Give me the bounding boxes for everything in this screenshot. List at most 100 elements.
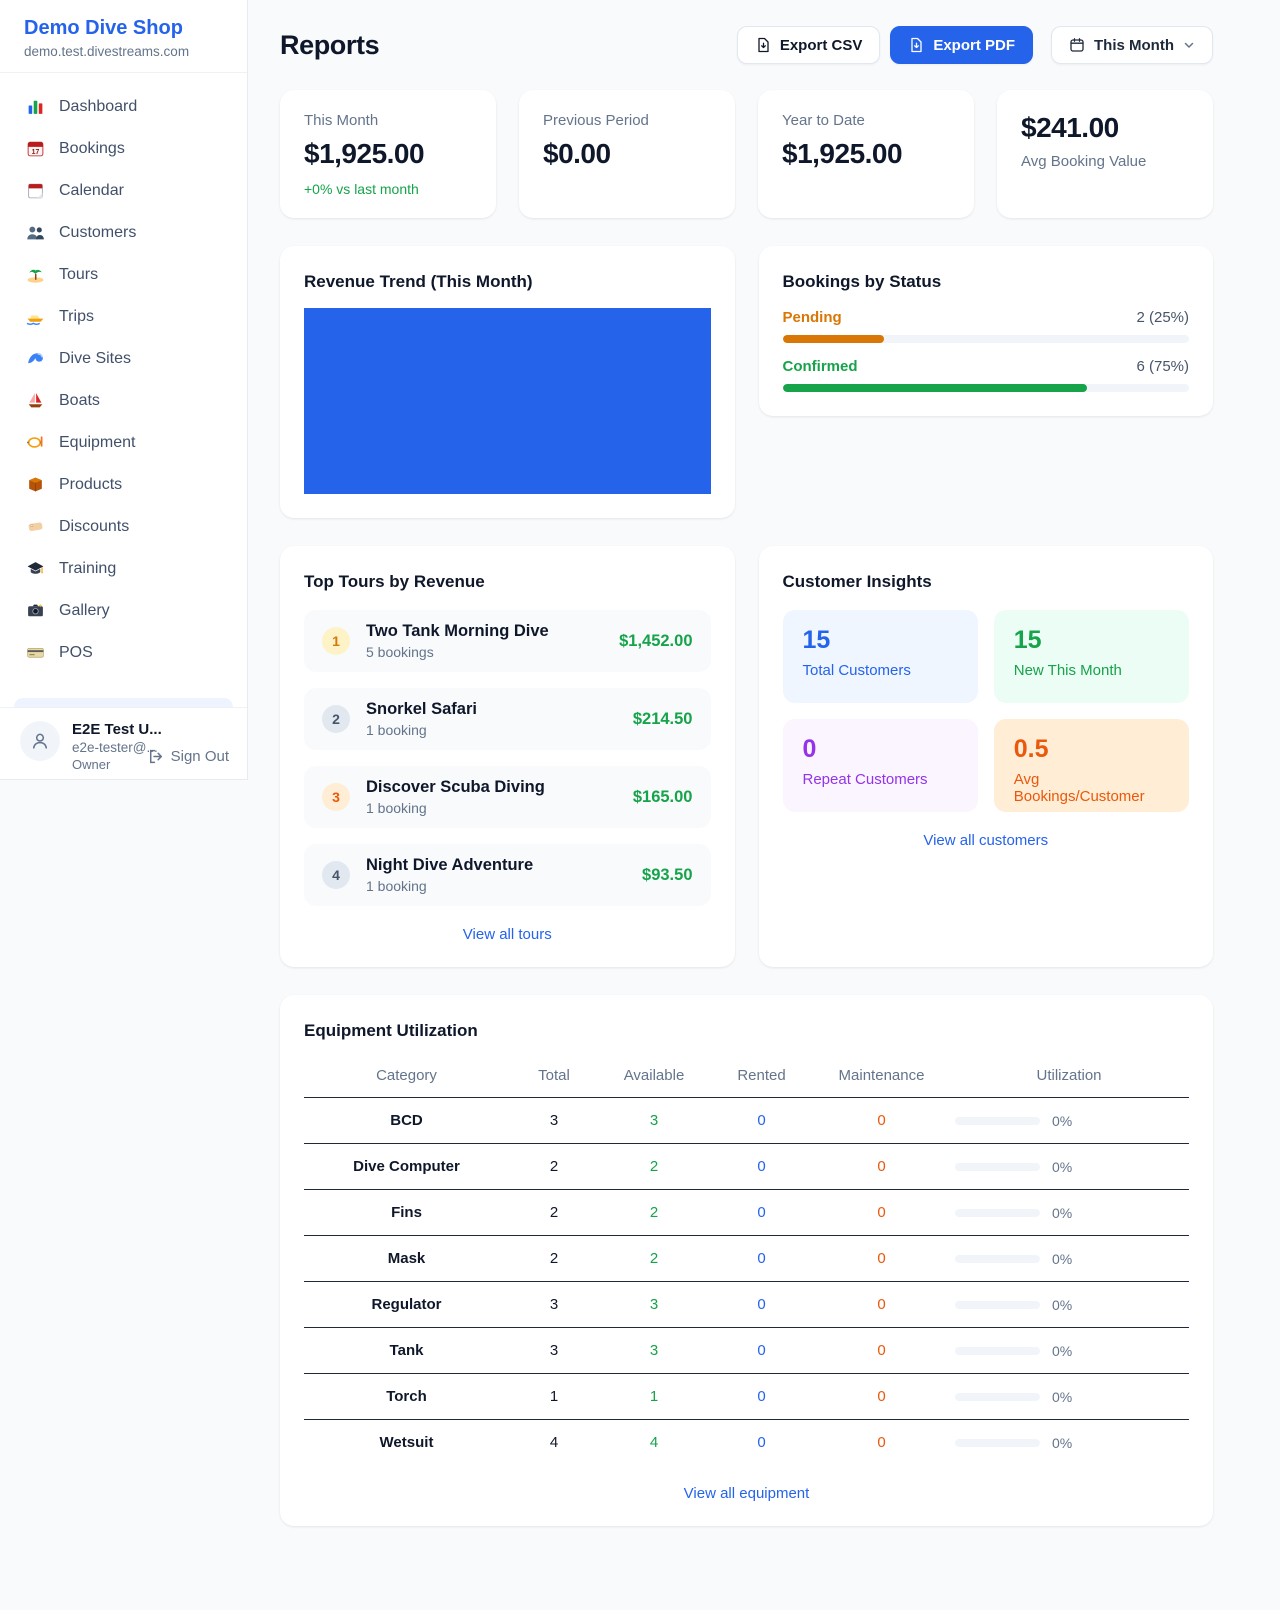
equipment-rented: 0	[709, 1373, 814, 1420]
calendar-outline-icon	[1070, 38, 1084, 52]
sidebar-nav: Dashboard 17 Bookings Calendar Customers Tour…	[0, 73, 247, 707]
revenue-trend-chart	[304, 308, 711, 494]
insight-tile-total-customers: 15 Total Customers	[782, 610, 978, 703]
export-pdf-button[interactable]: Export PDF	[890, 26, 1034, 64]
tour-row[interactable]: 2 Snorkel Safari 1 booking $214.50	[304, 688, 711, 750]
sidebar-item-customers[interactable]: Customers	[12, 215, 235, 250]
column-header: Total	[509, 1057, 599, 1098]
table-row: Regulator 3 3 0 0 0%	[304, 1281, 1189, 1328]
sidebar-item-active-peek[interactable]	[14, 698, 233, 707]
equipment-utilization: 0%	[949, 1235, 1189, 1282]
revenue-trend-card: Revenue Trend (This Month)	[280, 246, 735, 518]
app: Demo Dive Shop demo.test.divestreams.com…	[0, 0, 1213, 1502]
stat-label: Avg Booking Value	[1021, 153, 1147, 170]
stat-card-this-month: This Month $1,925.00 +0% vs last month	[280, 90, 496, 218]
table-row: Fins 2 2 0 0 0%	[304, 1189, 1189, 1236]
insight-tiles: 15 Total Customers 15 New This Month 0 Repeat…	[782, 610, 1189, 812]
utilization-percent: 0%	[1052, 1112, 1073, 1129]
training-icon	[26, 559, 45, 578]
view-all-tours-link[interactable]: View all tours	[462, 926, 552, 943]
equipment-utilization: 0%	[949, 1420, 1189, 1466]
calendar-icon	[26, 181, 45, 200]
sidebar-item-label: Calendar	[59, 181, 124, 199]
equipment-rented: 0	[709, 1189, 814, 1236]
insight-value: 15	[1013, 626, 1042, 654]
sidebar-item-calendar[interactable]: Calendar	[12, 173, 235, 208]
table-row: BCD 3 3 0 0 0%	[304, 1097, 1189, 1144]
utilization-percent: 0%	[1052, 1158, 1073, 1175]
sidebar-item-tours[interactable]: Tours	[12, 257, 235, 292]
utilization-bar-track	[955, 1116, 1040, 1125]
tour-revenue: $93.50	[642, 865, 693, 884]
stat-value: $0.00	[543, 138, 611, 169]
lists-row: Top Tours by Revenue 1 Two Tank Morning D…	[280, 546, 1213, 967]
insight-tile-new-this-month: 15 New This Month	[993, 610, 1189, 703]
status-bar-fill	[782, 384, 1088, 392]
sidebar-item-pos[interactable]: POS	[12, 635, 235, 670]
equipment-maintenance: 0	[814, 1189, 949, 1236]
sidebar-item-dive-sites[interactable]: Dive Sites	[12, 341, 235, 376]
sidebar-item-products[interactable]: Products	[12, 467, 235, 502]
view-all-customers-link[interactable]: View all customers	[923, 832, 1049, 849]
utilization-percent: 0%	[1052, 1342, 1073, 1359]
equipment-category: Fins	[304, 1189, 509, 1236]
equipment-table-header: Category Total Available Rented Maintenance U…	[304, 1057, 1189, 1098]
equipment-maintenance: 0	[814, 1373, 949, 1420]
view-all-equipment-link[interactable]: View all equipment	[683, 1485, 810, 1502]
insight-label: Total Customers	[802, 662, 911, 679]
column-header: Utilization	[949, 1057, 1189, 1098]
equipment-rented: 0	[709, 1281, 814, 1328]
tour-row[interactable]: 4 Night Dive Adventure 1 booking $93.50	[304, 844, 711, 906]
sidebar-item-equipment[interactable]: Equipment	[12, 425, 235, 460]
period-select[interactable]: This Month	[1051, 26, 1213, 64]
stat-delta: +0% vs last month	[304, 181, 419, 197]
export-csv-button[interactable]: Export CSV	[736, 26, 881, 64]
sidebar-item-training[interactable]: Training	[12, 551, 235, 586]
tour-name: Two Tank Morning Dive	[366, 622, 549, 640]
avatar	[20, 721, 60, 761]
export-pdf-label: Export PDF	[933, 36, 1016, 54]
utilization-percent: 0%	[1052, 1388, 1073, 1405]
equipment-category: Regulator	[304, 1281, 509, 1328]
equipment-utilization: 0%	[949, 1327, 1189, 1374]
sidebar-item-label: Bookings	[59, 139, 125, 157]
tour-row[interactable]: 1 Two Tank Morning Dive 5 bookings $1,452.0…	[304, 610, 711, 672]
stat-cards: This Month $1,925.00 +0% vs last month P…	[280, 90, 1213, 218]
chevron-down-icon	[1184, 42, 1194, 48]
utilization-wrap: 0%	[955, 1435, 1183, 1451]
tour-row[interactable]: 3 Discover Scuba Diving 1 booking $165.00	[304, 766, 711, 828]
insight-value: 0	[802, 735, 817, 763]
sidebar-item-dashboard[interactable]: Dashboard	[12, 89, 235, 124]
shop-name[interactable]: Demo Dive Shop	[24, 17, 183, 39]
tour-info: Discover Scuba Diving 1 booking	[366, 778, 617, 816]
sidebar-item-trips[interactable]: Trips	[12, 299, 235, 334]
products-icon	[26, 475, 45, 494]
table-row: Dive Computer 2 2 0 0 0%	[304, 1143, 1189, 1190]
utilization-bar-track	[955, 1208, 1040, 1217]
insight-tile-avg-bookings-customer: 0.5 Avg Bookings/Customer	[993, 719, 1189, 812]
equipment-available: 2	[599, 1143, 709, 1190]
utilization-bar-track	[955, 1300, 1040, 1309]
equipment-available: 2	[599, 1189, 709, 1236]
sign-out-button[interactable]: Sign Out	[147, 741, 229, 772]
sidebar-item-label: Products	[59, 475, 123, 493]
sidebar-item-boats[interactable]: Boats	[12, 383, 235, 418]
tour-name: Snorkel Safari	[366, 700, 477, 718]
sidebar-item-discounts[interactable]: Discounts	[12, 509, 235, 544]
sidebar-item-gallery[interactable]: Gallery	[12, 593, 235, 628]
equipment-category: Mask	[304, 1235, 509, 1282]
svg-text:17: 17	[32, 149, 40, 156]
stat-card-avg-booking-value: $241.00 Avg Booking Value	[997, 90, 1213, 218]
sidebar-item-label: Dive Sites	[59, 349, 132, 367]
tour-name: Night Dive Adventure	[366, 856, 534, 874]
rank-badge: 4	[322, 861, 350, 889]
table-row: Mask 2 2 0 0 0%	[304, 1235, 1189, 1282]
export-csv-label: Export CSV	[779, 36, 863, 54]
tours-icon	[26, 265, 45, 284]
sidebar-item-label: Discounts	[59, 517, 130, 535]
tour-revenue: $214.50	[632, 709, 693, 728]
utilization-bar-track	[955, 1392, 1040, 1401]
equipment-utilization: 0%	[949, 1373, 1189, 1420]
column-header: Maintenance	[814, 1057, 949, 1098]
sidebar-item-bookings[interactable]: 17 Bookings	[12, 131, 235, 166]
